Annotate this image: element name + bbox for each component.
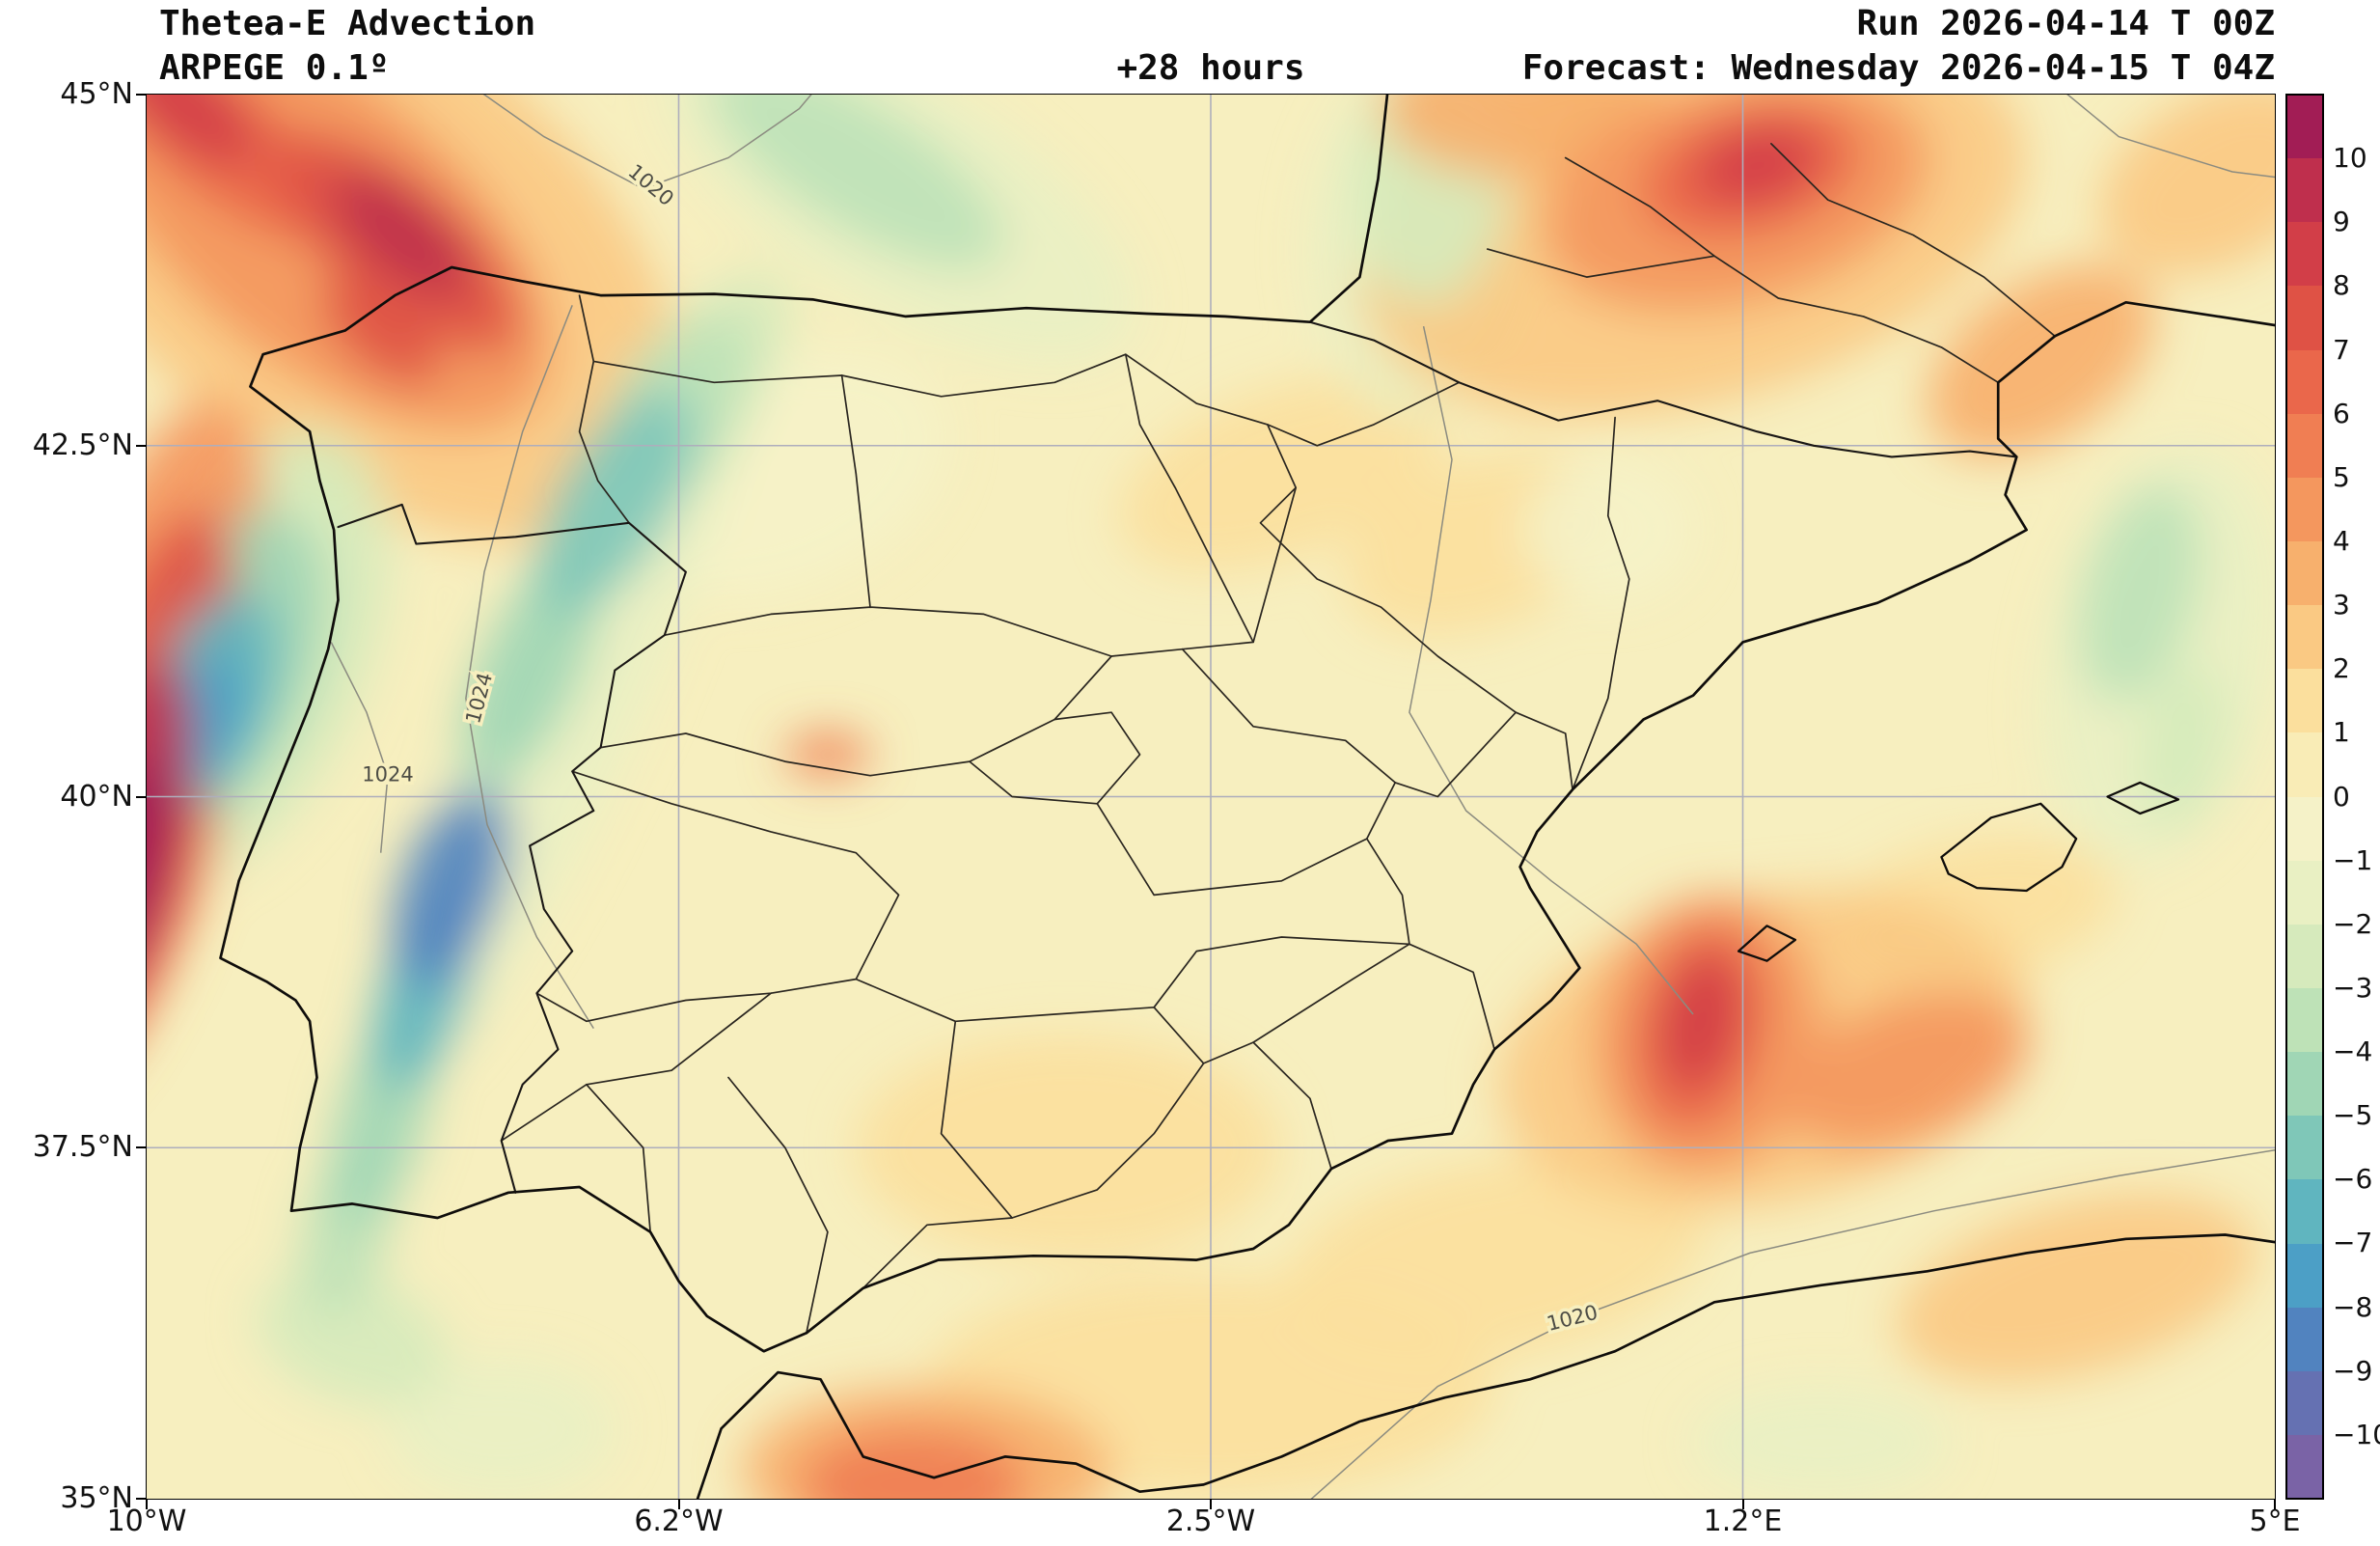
colorbar-tick-label: −1: [2333, 843, 2373, 876]
island-coastline: [1940, 802, 2078, 893]
colorbar-tick-label: 2: [2333, 652, 2350, 685]
gridlines: [147, 95, 2275, 1499]
colorbar-segment: [2286, 1116, 2323, 1180]
colorbar-tick-label: 9: [2333, 206, 2350, 238]
colorbar-tick-label: 4: [2333, 524, 2350, 557]
colorbar-tick-label: 10: [2333, 142, 2367, 175]
isobar-label: 1024: [362, 763, 413, 787]
x-tick-label: 5°E: [2249, 1505, 2301, 1538]
colorbar-segment: [2286, 158, 2323, 223]
colorbar-tick-label: −6: [2333, 1163, 2373, 1196]
forecast-label: Forecast: Wednesday 2026-04-15 T 04Z: [1521, 48, 2275, 88]
colorbar-tick-label: 8: [2333, 269, 2350, 302]
colorbar: [2285, 94, 2324, 1500]
colorbar-segment: [2286, 796, 2323, 861]
x-tick-mark: [677, 1499, 680, 1509]
colorbar-segment: [2286, 413, 2323, 478]
y-tick-mark: [136, 444, 147, 447]
island-coastline: [2106, 781, 2180, 815]
colorbar-segment: [2286, 477, 2323, 541]
x-tick-mark: [1741, 1499, 1744, 1509]
colorbar-segment: [2286, 1434, 2323, 1500]
y-tick-mark: [136, 1498, 147, 1500]
x-tick-mark: [1210, 1499, 1212, 1509]
colorbar-segment: [2286, 605, 2323, 670]
colorbar-segment: [2286, 1243, 2323, 1308]
colorbar-tick-label: −8: [2333, 1290, 2373, 1323]
colorbar-tick-label: 0: [2333, 780, 2350, 813]
colorbar-segment: [2286, 1052, 2323, 1117]
colorbar-tick-label: −3: [2333, 971, 2373, 1004]
y-tick-label: 42.5°N: [32, 428, 133, 462]
y-tick-label: 40°N: [60, 779, 133, 814]
colorbar-tick-label: 3: [2333, 589, 2350, 621]
colorbar-tick-label: −5: [2333, 1099, 2373, 1132]
x-tick-mark: [146, 1499, 148, 1509]
model-label: ARPEGE 0.1º: [159, 48, 390, 88]
iberia-coastline: [219, 95, 2275, 1353]
colorbar-segment: [2286, 924, 2323, 988]
colorbar-tick-label: 5: [2333, 460, 2350, 493]
y-tick-mark: [136, 1146, 147, 1149]
colorbar-tick-label: 6: [2333, 397, 2350, 429]
colorbar-tick-label: 1: [2333, 716, 2350, 749]
colorbar-segment: [2286, 1370, 2323, 1435]
colorbar-segment: [2286, 669, 2323, 733]
colorbar-tick-label: −4: [2333, 1035, 2373, 1068]
colorbar-tick-label: 7: [2333, 333, 2350, 366]
africa-coastline: [696, 1233, 2275, 1499]
x-tick-label: 2.5°W: [1165, 1505, 1256, 1538]
field-layer: [147, 95, 2275, 1499]
colorbar-segment: [2286, 1179, 2323, 1244]
chart-title: Thetea-E Advection: [159, 4, 536, 43]
colorbar-segment: [2286, 95, 2323, 159]
colorbar-tick-label: −7: [2333, 1227, 2373, 1259]
colorbar-segment: [2286, 349, 2323, 414]
boundary-lines: [219, 95, 2275, 1499]
lead-time-label: +28 hours: [1116, 48, 1305, 88]
y-tick-label: 35°N: [60, 1481, 133, 1515]
y-tick-label: 45°N: [60, 77, 133, 111]
colorbar-segment: [2286, 222, 2323, 287]
portugal-spain-border: [337, 503, 687, 1194]
colorbar-tick-label: −2: [2333, 907, 2373, 940]
france-spain-border: [1308, 320, 2018, 458]
colorbar-segment: [2286, 286, 2323, 350]
colorbar-segment: [2286, 540, 2323, 606]
colorbar-segment: [2286, 987, 2323, 1053]
x-tick-label: 10°W: [106, 1505, 187, 1538]
y-tick-mark: [136, 795, 147, 798]
colorbar-tick-label: −9: [2333, 1354, 2373, 1387]
colorbar-segment: [2286, 732, 2323, 797]
colorbar-tick-label: −10: [2333, 1418, 2380, 1450]
x-tick-label: 1.2°E: [1703, 1505, 1783, 1538]
colorbar-segment: [2286, 1307, 2323, 1371]
x-tick-mark: [2274, 1499, 2276, 1509]
y-tick-label: 37.5°N: [32, 1130, 133, 1165]
colorbar-segment: [2286, 860, 2323, 925]
island-coastline: [1737, 925, 1797, 962]
map-plot-area: 1020 1024 1024 1020: [146, 94, 2276, 1500]
x-tick-label: 6.2°W: [634, 1505, 724, 1538]
run-label: Run 2026-04-14 T 00Z: [1856, 4, 2275, 43]
y-tick-mark: [136, 94, 147, 96]
